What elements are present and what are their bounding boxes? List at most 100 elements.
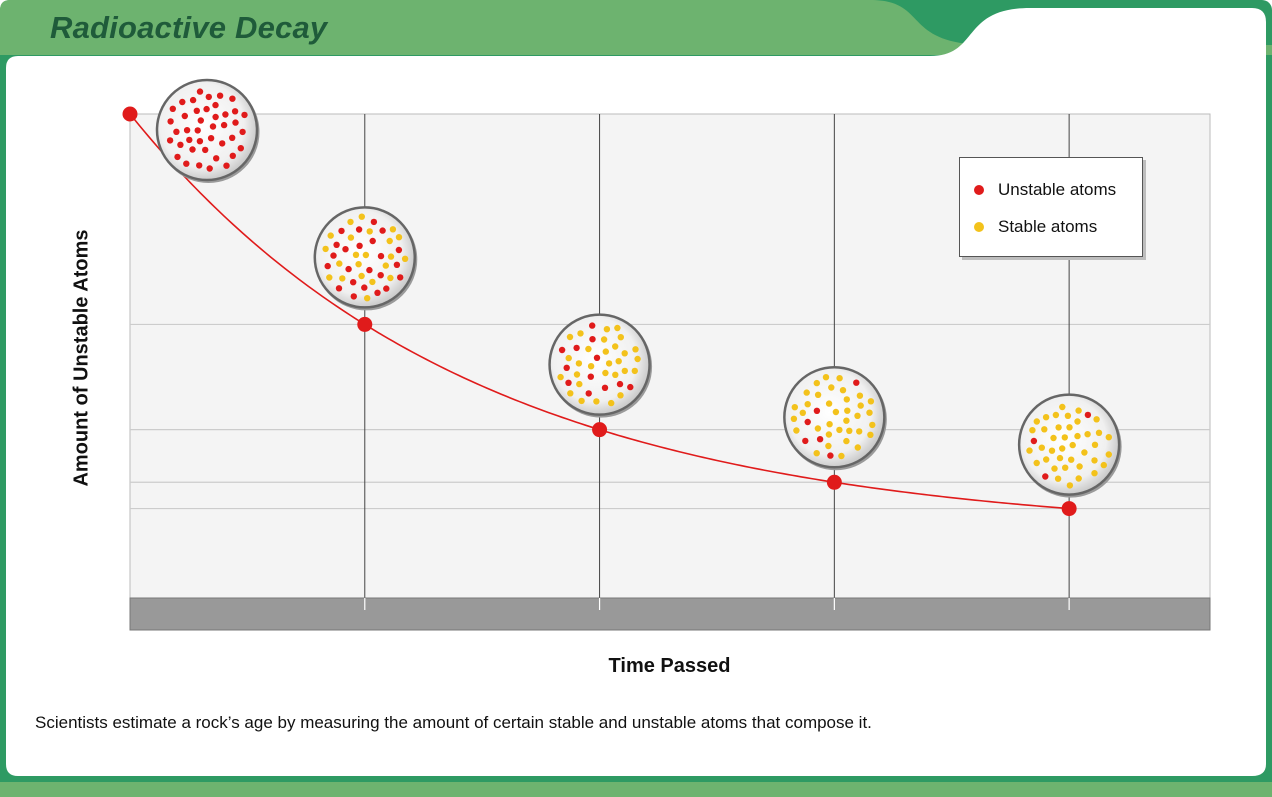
atom-stable (632, 346, 639, 353)
atom-stable (843, 417, 850, 424)
atom-unstable (203, 105, 210, 113)
atom-stable (814, 391, 822, 398)
atom-stable (867, 398, 875, 405)
atom-unstable (169, 105, 176, 113)
data-point (826, 474, 842, 490)
atom-stable (1074, 432, 1081, 440)
atom-stable (1091, 441, 1099, 448)
atom-unstable (397, 274, 404, 281)
atom-stable (813, 450, 820, 457)
atom-unstable (361, 284, 368, 291)
atom-unstable (216, 92, 224, 99)
atom-stable (358, 272, 365, 280)
atom-unstable (383, 285, 390, 292)
atom-stable (614, 324, 621, 332)
atom-stable (1068, 456, 1075, 463)
ground-band (129, 597, 1211, 631)
atom-stable (621, 367, 628, 375)
atom-stable (1033, 459, 1040, 467)
atom-stable (1081, 449, 1088, 456)
atom-stable (575, 360, 583, 367)
atom-stable (603, 326, 611, 333)
sphere-body (548, 313, 651, 416)
atom-unstable (355, 226, 363, 233)
atom-stable (826, 421, 833, 428)
atom-stable (1055, 424, 1062, 431)
atom-stable (382, 262, 389, 269)
atom-stable (1105, 434, 1113, 441)
legend-item-stable: Stable atoms (974, 217, 1097, 237)
atom-unstable (174, 153, 181, 161)
data-point (122, 106, 138, 122)
atom-stable (347, 218, 354, 226)
atom-stable (1105, 451, 1113, 458)
atom-stable (843, 437, 850, 445)
atom-unstable (167, 118, 174, 125)
atom-unstable (377, 252, 385, 260)
atom-unstable (587, 373, 594, 380)
atom-unstable (229, 134, 236, 141)
unstable-dot-icon (974, 185, 984, 195)
atom-unstable (179, 98, 186, 106)
atom-stable (1061, 434, 1069, 441)
atom-stable (854, 412, 861, 419)
atom-stable (364, 295, 371, 302)
atom-stable (803, 389, 810, 396)
atom-stable (825, 400, 833, 407)
page-title: Radioactive Decay (50, 10, 328, 45)
atom-stable (1026, 447, 1033, 454)
atom-unstable (1042, 473, 1049, 480)
atom-unstable (342, 246, 349, 253)
atom-stable (1048, 447, 1056, 454)
atom-unstable (212, 101, 219, 109)
atom-unstable (350, 293, 357, 300)
atom-stable (1059, 403, 1066, 411)
sphere-body (783, 366, 886, 469)
atom-stable (867, 431, 874, 438)
atom-stable (395, 234, 403, 241)
x-axis-label: Time Passed (608, 655, 731, 677)
atom-stable (566, 333, 574, 341)
atom-stable (352, 251, 360, 258)
atom-unstable (335, 285, 343, 292)
atom-stable (1050, 434, 1057, 442)
atom-unstable (804, 418, 811, 426)
atom-stable (790, 415, 798, 422)
atom-unstable (393, 261, 401, 268)
atom-stable (339, 275, 346, 282)
atom-unstable (333, 241, 340, 248)
legend-label-unstable: Unstable atoms (998, 180, 1117, 199)
atom-stable (836, 426, 843, 434)
atom-stable (587, 363, 595, 370)
atom-stable (854, 444, 861, 451)
atom-unstable (213, 155, 220, 162)
atom-unstable (379, 227, 386, 234)
atom-stable (1043, 456, 1050, 463)
atom-stable (362, 251, 370, 259)
atom-unstable (193, 107, 200, 115)
atom-unstable (223, 162, 230, 169)
atom-stable (836, 375, 843, 382)
atom-unstable (173, 128, 180, 135)
sample-sphere (548, 313, 653, 418)
atom-unstable (229, 95, 236, 102)
atom-stable (605, 360, 613, 367)
atom-stable (1069, 441, 1076, 449)
atom-stable (1100, 461, 1108, 469)
atom-stable (602, 369, 609, 377)
atom-stable (866, 409, 873, 416)
atom-stable (1095, 429, 1103, 436)
atom-stable (387, 274, 394, 282)
bottom-band (0, 782, 1272, 797)
atom-stable (804, 401, 811, 408)
sphere-body (1017, 393, 1121, 496)
atom-stable (576, 380, 583, 388)
title-band (0, 0, 1272, 55)
atom-unstable (212, 113, 219, 121)
atom-unstable (585, 390, 592, 397)
atom-unstable (350, 279, 357, 286)
atom-unstable (813, 407, 821, 414)
atom-unstable (627, 383, 634, 391)
atom-unstable (239, 128, 246, 136)
